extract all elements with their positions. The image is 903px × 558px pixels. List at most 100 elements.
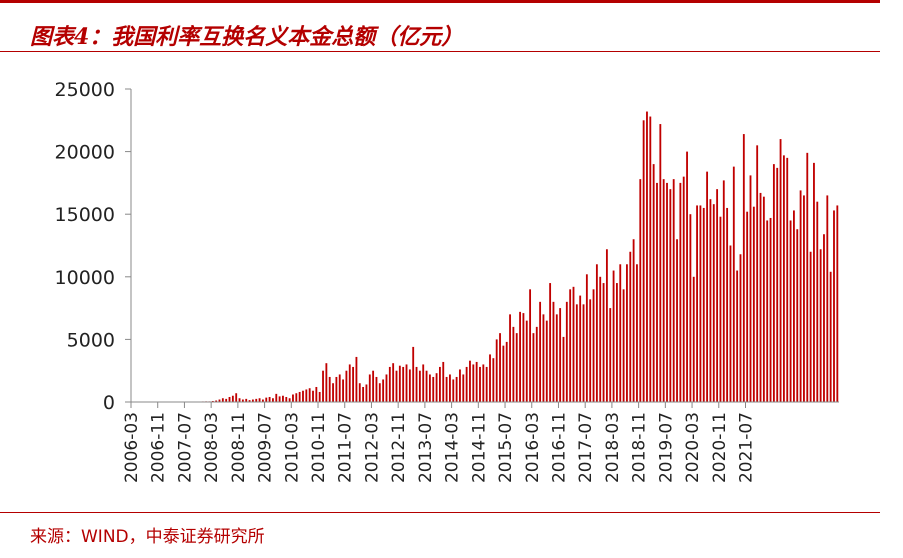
bar	[796, 229, 799, 402]
bar	[555, 314, 558, 402]
bar	[472, 364, 475, 402]
bar	[692, 276, 695, 402]
bar	[722, 180, 725, 402]
bar	[288, 398, 291, 402]
bar	[215, 400, 218, 402]
bar	[365, 384, 368, 402]
bar	[539, 301, 542, 402]
y-axis: 0 5000 10000 15000 20000 25000	[55, 79, 132, 414]
bar	[699, 205, 702, 402]
chart-title: 图表4：我国利率互换名义本金总额（亿元）	[30, 24, 464, 50]
y-tick-label: 25000	[55, 79, 115, 101]
bar	[505, 341, 508, 402]
bar	[405, 364, 408, 402]
bar	[332, 383, 334, 402]
bar	[706, 171, 709, 402]
bar	[709, 199, 712, 402]
bar	[806, 152, 809, 402]
bar	[629, 251, 632, 402]
bar	[682, 176, 685, 402]
bar	[649, 116, 652, 402]
x-tick-label: 2018-11	[630, 412, 650, 483]
bar	[292, 394, 294, 402]
bar	[836, 205, 839, 402]
bar	[549, 283, 552, 402]
bar	[662, 179, 665, 402]
bar	[589, 299, 592, 402]
bar	[592, 289, 595, 402]
bar	[599, 276, 602, 402]
bar	[355, 356, 358, 402]
bar	[552, 301, 555, 402]
bar	[772, 164, 775, 402]
bar	[749, 175, 752, 402]
bar	[636, 264, 638, 402]
x-tick-label: 2015-07	[496, 412, 516, 483]
bar	[335, 376, 338, 402]
x-tick-label: 2006-03	[122, 412, 142, 483]
bar	[659, 124, 662, 402]
bar	[762, 196, 765, 402]
bar	[742, 134, 745, 402]
bar	[388, 366, 391, 402]
bar	[368, 374, 371, 402]
bar	[609, 308, 612, 402]
bar	[322, 370, 324, 402]
bar	[235, 393, 238, 402]
bar	[535, 326, 538, 402]
bar	[318, 391, 321, 402]
bar	[358, 383, 361, 402]
bar	[278, 396, 281, 402]
bar	[442, 361, 445, 402]
bar	[231, 395, 234, 402]
bar	[352, 366, 355, 402]
bar	[248, 400, 251, 402]
bar	[686, 151, 688, 402]
x-tick-label: 2008-11	[229, 412, 249, 483]
bar	[542, 314, 545, 402]
bar	[415, 366, 418, 402]
bar	[258, 398, 261, 402]
x-tick-label: 2021-07	[736, 412, 756, 483]
bar	[418, 370, 421, 402]
bar	[559, 308, 562, 402]
bar	[305, 389, 308, 402]
bar	[813, 162, 815, 402]
bar	[218, 399, 221, 402]
bar	[669, 189, 672, 402]
source-note: 来源：WIND，中泰证券研究所	[30, 527, 265, 547]
bar	[602, 283, 605, 402]
bar	[622, 289, 625, 402]
bar	[298, 391, 301, 402]
bar	[362, 386, 365, 402]
bar	[272, 398, 274, 402]
bar	[328, 376, 331, 402]
bar	[652, 164, 655, 402]
bar	[512, 326, 515, 402]
bar	[582, 304, 585, 402]
bar	[265, 397, 268, 402]
x-axis: 2006-03 2006-11 2007-07 2008-03 2008-11 2009-…	[122, 401, 839, 483]
bar	[672, 179, 675, 402]
x-tick-label: 2013-07	[416, 412, 436, 483]
bar	[398, 365, 401, 402]
bar	[786, 157, 789, 402]
bar	[639, 179, 642, 402]
bar	[679, 182, 682, 402]
bar	[342, 379, 344, 402]
x-tick-label: 2020-11	[710, 412, 730, 483]
bar	[385, 374, 388, 402]
y-tick-label: 0	[103, 392, 115, 414]
bar	[485, 366, 488, 402]
bar	[736, 270, 739, 402]
bar	[312, 390, 314, 402]
bar	[382, 379, 385, 402]
bar	[445, 376, 448, 402]
bar	[372, 370, 375, 402]
bar	[295, 393, 298, 402]
bar	[532, 333, 535, 402]
bar	[308, 388, 311, 402]
bar	[439, 366, 441, 402]
bar	[262, 399, 264, 402]
x-tick-label: 2014-03	[443, 412, 463, 483]
